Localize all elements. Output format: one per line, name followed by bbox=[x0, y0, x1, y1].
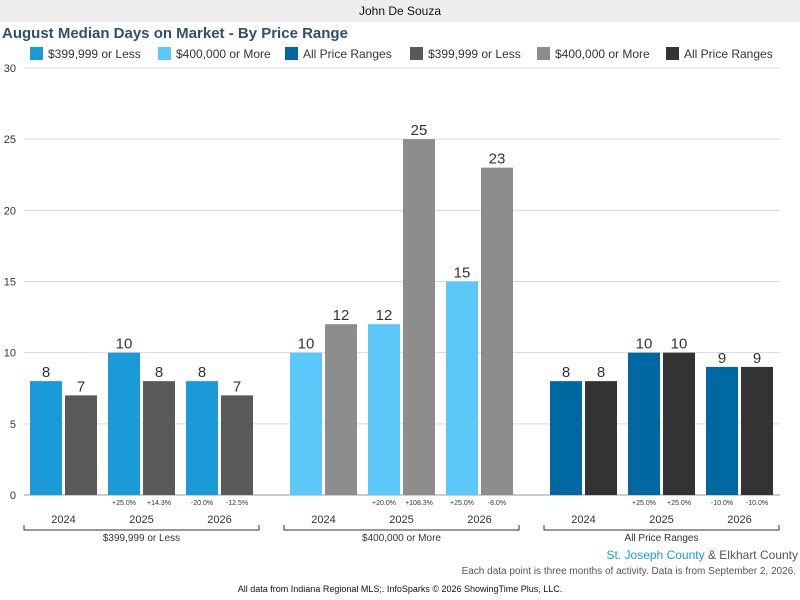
x-year-label: 2024 bbox=[571, 514, 595, 526]
bar-change-label: -20.0% bbox=[191, 500, 213, 507]
legend-swatch bbox=[158, 47, 171, 60]
legend-swatch bbox=[537, 47, 550, 60]
bar-change-label: +25.0% bbox=[450, 500, 474, 507]
x-year-label: 2026 bbox=[207, 514, 231, 526]
legend-label: All Price Ranges bbox=[303, 47, 392, 61]
bar-change-label: +25.0% bbox=[112, 500, 136, 507]
y-tick-label: 0 bbox=[10, 490, 16, 502]
bar-change-label: -12.5% bbox=[226, 500, 248, 507]
bar bbox=[290, 352, 322, 495]
bar-value-label: 8 bbox=[597, 364, 605, 381]
bar bbox=[186, 381, 218, 495]
x-year-label: 2026 bbox=[467, 514, 491, 526]
bar-value-label: 10 bbox=[298, 336, 315, 353]
county-b-label: Elkhart County bbox=[719, 548, 798, 562]
bar bbox=[741, 366, 773, 495]
bar bbox=[403, 139, 435, 495]
x-year-label: 2024 bbox=[51, 514, 75, 526]
bar-value-label: 12 bbox=[333, 307, 350, 324]
bar-change-label: +20.0% bbox=[372, 500, 396, 507]
county-legend: St. Joseph County & Elkhart County bbox=[607, 548, 798, 562]
bar-value-label: 10 bbox=[636, 336, 653, 353]
data-note: Each data point is three months of activ… bbox=[461, 566, 796, 577]
county-a-label: St. Joseph County bbox=[606, 548, 705, 562]
bar-change-label: -8.0% bbox=[488, 500, 506, 507]
bar bbox=[446, 281, 478, 495]
y-tick-label: 25 bbox=[4, 134, 16, 146]
bar-value-label: 10 bbox=[671, 336, 688, 353]
x-year-label: 2026 bbox=[727, 514, 751, 526]
legend-swatch bbox=[30, 47, 43, 60]
bar-value-label: 7 bbox=[77, 378, 85, 395]
y-tick-label: 15 bbox=[4, 277, 16, 289]
bar-change-label: +25.0% bbox=[667, 500, 691, 507]
chart-title: August Median Days on Market - By Price … bbox=[2, 25, 348, 42]
data-source: All data from Indiana Regional MLS;. Inf… bbox=[237, 584, 563, 594]
bar-value-label: 25 bbox=[411, 122, 428, 139]
y-tick-label: 10 bbox=[4, 348, 16, 360]
bar-value-label: 9 bbox=[753, 350, 761, 367]
bar-change-label: +14.3% bbox=[147, 500, 171, 507]
bar bbox=[481, 167, 513, 495]
bar-change-label: -10.0% bbox=[746, 500, 768, 507]
legend-label: $400,000 or More bbox=[176, 47, 271, 61]
bar-change-label: +108.3% bbox=[405, 500, 433, 507]
bar-change-label: -10.0% bbox=[711, 500, 733, 507]
county-separator: & bbox=[707, 548, 716, 562]
bar-value-label: 10 bbox=[116, 336, 133, 353]
bar bbox=[663, 352, 695, 495]
bar bbox=[325, 324, 357, 495]
group-label: All Price Ranges bbox=[625, 533, 699, 544]
group-bracket bbox=[543, 525, 780, 531]
bar-value-label: 8 bbox=[155, 364, 163, 381]
legend-label: All Price Ranges bbox=[684, 47, 773, 61]
group-label: $400,000 or More bbox=[362, 533, 441, 544]
y-tick-label: 5 bbox=[10, 419, 16, 431]
x-year-label: 2025 bbox=[129, 514, 153, 526]
group-label: $399,999 or Less bbox=[103, 533, 180, 544]
bar-value-label: 7 bbox=[233, 378, 241, 395]
bar-value-label: 8 bbox=[42, 364, 50, 381]
bar-value-label: 15 bbox=[454, 265, 471, 282]
x-year-label: 2024 bbox=[311, 514, 335, 526]
bar bbox=[221, 395, 253, 495]
y-tick-label: 30 bbox=[4, 63, 16, 75]
bar-value-label: 8 bbox=[562, 364, 570, 381]
legend-label: $400,000 or More bbox=[555, 47, 650, 61]
bar bbox=[550, 381, 582, 495]
x-year-label: 2025 bbox=[649, 514, 673, 526]
group-bracket bbox=[23, 525, 260, 531]
group-bracket bbox=[283, 525, 520, 531]
bar-value-label: 12 bbox=[376, 307, 393, 324]
bar-value-label: 9 bbox=[718, 350, 726, 367]
bar bbox=[706, 366, 738, 495]
legend-swatch bbox=[410, 47, 423, 60]
legend-swatch bbox=[666, 47, 679, 60]
legend-label: $399,999 or Less bbox=[428, 47, 521, 61]
bar-change-label: +25.0% bbox=[632, 500, 656, 507]
bar bbox=[108, 352, 140, 495]
x-year-label: 2025 bbox=[389, 514, 413, 526]
legend-swatch bbox=[285, 47, 298, 60]
bar bbox=[585, 381, 617, 495]
bar-value-label: 23 bbox=[489, 151, 506, 168]
legend-label: $399,999 or Less bbox=[48, 47, 141, 61]
bar bbox=[368, 324, 400, 495]
agent-name: John De Souza bbox=[358, 4, 442, 18]
agent-name-bar: John De Souza bbox=[0, 0, 800, 22]
bar bbox=[628, 352, 660, 495]
bar bbox=[30, 381, 62, 495]
y-tick-label: 20 bbox=[4, 205, 16, 217]
bar bbox=[143, 381, 175, 495]
bar-value-label: 8 bbox=[198, 364, 206, 381]
bar bbox=[65, 395, 97, 495]
